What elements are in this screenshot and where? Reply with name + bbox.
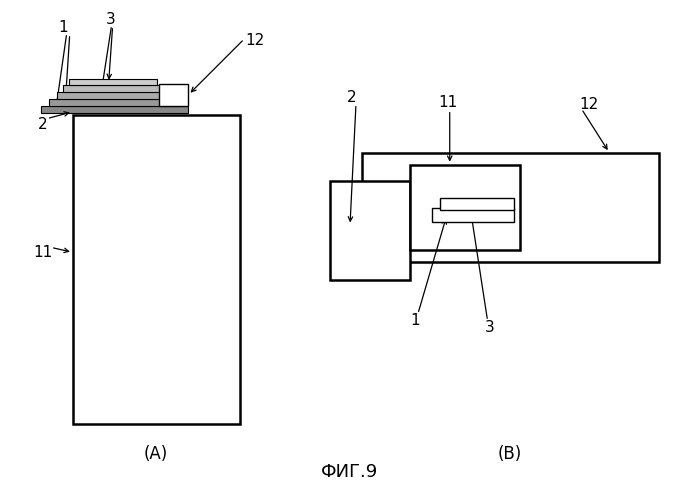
- Text: 11: 11: [438, 95, 457, 110]
- Text: (A): (A): [144, 445, 167, 463]
- Bar: [432, 209, 514, 222]
- Bar: [73, 114, 240, 424]
- Bar: [69, 79, 157, 85]
- Bar: [158, 84, 188, 106]
- Text: (B): (B): [498, 445, 522, 463]
- Bar: [41, 106, 188, 113]
- Bar: [63, 85, 160, 92]
- Text: 2: 2: [38, 117, 48, 132]
- Text: 1: 1: [410, 313, 419, 327]
- Text: 1: 1: [58, 20, 68, 35]
- Bar: [362, 153, 659, 262]
- Bar: [49, 99, 178, 106]
- Text: ФИГ.9: ФИГ.9: [321, 463, 379, 481]
- Text: 11: 11: [33, 245, 52, 260]
- Text: 12: 12: [580, 97, 599, 112]
- Text: 2: 2: [347, 90, 357, 105]
- Bar: [330, 181, 410, 280]
- Bar: [57, 92, 169, 99]
- Text: 3: 3: [106, 13, 116, 28]
- Text: 12: 12: [246, 33, 265, 48]
- Bar: [410, 165, 519, 250]
- Text: 3: 3: [484, 320, 494, 335]
- Bar: [440, 199, 514, 211]
